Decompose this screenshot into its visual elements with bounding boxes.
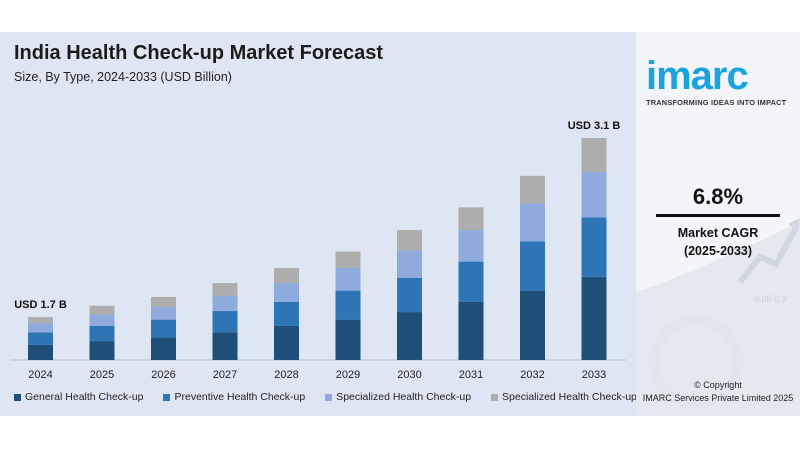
bar-segment-2031-series-1 <box>458 301 484 360</box>
svg-text:0.05 0.3: 0.05 0.3 <box>754 294 787 304</box>
bar-segment-2027-series-1 <box>212 332 238 360</box>
bar-segment-2032-series-1 <box>520 290 545 360</box>
legend-swatch <box>14 393 21 401</box>
bar-segment-2024-series-3 <box>28 323 53 333</box>
bar-segment-2029-series-3 <box>335 267 361 291</box>
bar-segment-2032-series-2 <box>520 241 545 291</box>
bar-segment-2028-series-1 <box>274 325 299 360</box>
copyright-text: © Copyright <box>694 380 742 390</box>
legend-swatch <box>491 393 499 401</box>
bar-segment-2025-series-1 <box>89 341 115 360</box>
chart-panel: India Health Check-up Market Forecast Si… <box>0 32 643 416</box>
bar-segment-2031-series-4 <box>458 207 484 231</box>
x-tick-label: 2024 <box>28 369 52 381</box>
x-tick-label: 2033 <box>582 369 606 381</box>
bar-segment-2024-series-4 <box>28 317 53 324</box>
company-name: IMARC Services Private Limited 2025 <box>642 393 794 403</box>
bar-segment-2029-series-1 <box>335 319 361 360</box>
x-tick-label: 2030 <box>397 369 421 381</box>
imarc-logo: imarc TRANSFORMING IDEAS INTO IMPACT <box>646 56 796 107</box>
x-tick-label: 2026 <box>151 369 175 381</box>
bar-segment-2027-series-4 <box>212 283 238 296</box>
page-title: India Health Check-up Market Forecast <box>14 42 383 64</box>
bar-segment-2031-series-2 <box>458 261 484 302</box>
cagr-label: Market CAGR <box>677 226 759 240</box>
x-tick-label: 2031 <box>459 369 483 381</box>
bar-segment-2029-series-4 <box>335 251 361 268</box>
info-panel: 0.05 0.3 imarc TRANSFORMING IDEAS INTO I… <box>636 32 800 416</box>
infographic-card: India Health Check-up Market Forecast Si… <box>0 32 800 416</box>
bar-segment-2033-series-4 <box>581 138 607 173</box>
bar-segment-2026-series-1 <box>151 337 176 360</box>
legend-label: Specialized Health Check-up <box>336 391 472 403</box>
legend-label: General Health Check-up <box>25 391 144 403</box>
bar-segment-2030-series-3 <box>397 250 422 279</box>
x-tick-label: 2025 <box>90 369 114 381</box>
legend-label: Specialized Health Check-up2 <box>502 391 643 403</box>
bar-segment-2027-series-2 <box>212 310 238 333</box>
bar-segment-2026-series-2 <box>151 319 176 338</box>
legend-item-4: Specialized Health Check-up2 <box>491 391 643 403</box>
x-tick-label: 2027 <box>213 369 237 381</box>
cagr-period: (2025-2033) <box>683 244 753 258</box>
cagr-divider <box>656 214 780 217</box>
stacked-bar-chart: 2024 2025 2026 2027 2028 2029 2030 2031 2032 2033… <box>10 120 626 381</box>
bar-segment-2025-series-3 <box>89 314 115 326</box>
x-tick-label: 2032 <box>520 369 544 381</box>
chart-legend: General Health Check-up Preventive Health… <box>14 391 643 403</box>
legend-label: Preventive Health Check-up <box>174 391 306 403</box>
bar-segment-2027-series-3 <box>212 295 238 311</box>
bar-segment-2030-series-2 <box>397 278 422 313</box>
x-tick-label: 2029 <box>336 369 360 381</box>
bar-segment-2026-series-3 <box>151 307 176 320</box>
bar-segment-2033-series-1 <box>581 276 607 360</box>
legend-item-3: Specialized Health Check-up <box>325 391 471 403</box>
bar-segment-2028-series-4 <box>274 267 299 284</box>
bar-segment-2032-series-4 <box>520 175 545 204</box>
legend-swatch <box>325 393 333 401</box>
data-label-2024: USD 1.7 B <box>14 299 67 311</box>
bar-segment-2033-series-2 <box>581 217 607 277</box>
finance-background-graphic: 0.05 0.3 <box>636 32 800 416</box>
bar-segment-2025-series-4 <box>89 305 115 315</box>
logo-wordmark: imarc <box>646 54 749 98</box>
bar-segment-2029-series-2 <box>335 290 361 320</box>
bar-segment-2024-series-2 <box>28 332 53 345</box>
bar-segment-2025-series-2 <box>89 325 115 342</box>
data-label-2033: USD 3.1 B <box>568 120 621 132</box>
logo-tagline: TRANSFORMING IDEAS INTO IMPACT <box>646 98 787 107</box>
bar-segment-2030-series-1 <box>397 312 422 360</box>
bar-segment-2028-series-3 <box>274 283 299 302</box>
legend-item-1: General Health Check-up <box>14 391 143 403</box>
legend-swatch <box>163 393 171 401</box>
bar-segment-2024-series-1 <box>28 344 53 360</box>
legend-item-2: Preventive Health Check-up <box>163 391 305 403</box>
bar-segment-2032-series-3 <box>520 203 545 242</box>
bar-segment-2026-series-4 <box>151 296 176 308</box>
bar-segment-2028-series-2 <box>274 301 299 326</box>
page-subtitle: Size, By Type, 2024-2033 (USD Billion) <box>14 70 232 84</box>
bar-segment-2033-series-3 <box>581 172 607 218</box>
x-tick-label: 2028 <box>274 369 298 381</box>
bar-segment-2030-series-4 <box>397 230 422 251</box>
cagr-value: 6.8% <box>692 184 744 209</box>
bar-segment-2031-series-3 <box>458 230 484 262</box>
